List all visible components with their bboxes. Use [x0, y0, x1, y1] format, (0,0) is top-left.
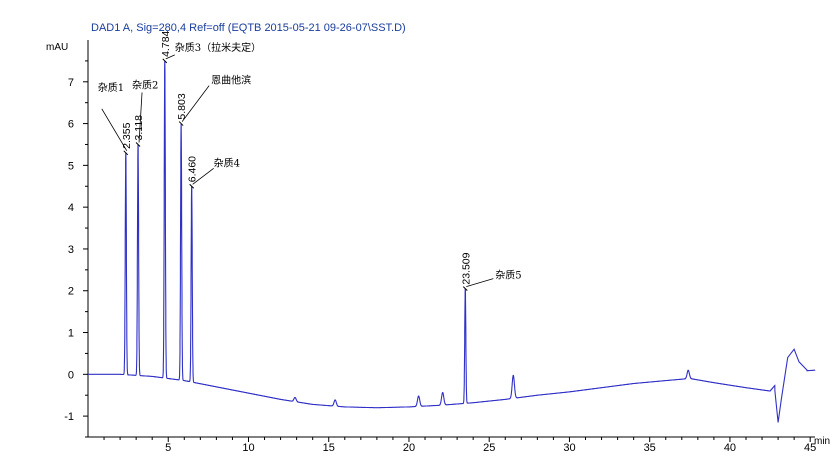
annotation-leader — [165, 54, 175, 60]
annotation-leader — [192, 167, 214, 185]
peak-annotation: 杂质4 — [214, 157, 240, 169]
y-tick-label: 2 — [68, 286, 74, 298]
retention-time-label: 5.803 — [176, 93, 188, 119]
peak-annotation: 恩曲他滨 — [211, 74, 251, 87]
axes — [87, 40, 815, 438]
x-tick-label: 5 — [165, 442, 171, 454]
retention-time-label: 2.355 — [121, 122, 133, 148]
signal-line — [88, 60, 816, 423]
y-tick-label: 0 — [68, 369, 74, 381]
y-tick-label: 7 — [68, 77, 74, 89]
y-axis-label: mAU — [46, 42, 68, 53]
peak-labels: 2.355 杂质1 3.118 杂质2 4.784 杂质3（拉米夫定） 5.803 恩曲他滨 6… — [98, 30, 522, 292]
y-tick-label: 1 — [68, 328, 74, 340]
y-tick-label: 6 — [68, 119, 74, 131]
peak-apex-mark — [178, 121, 184, 126]
signal-trace — [88, 60, 816, 423]
y-tick-label: 5 — [68, 160, 74, 172]
retention-time-label: 4.784 — [160, 30, 172, 56]
peak-annotation: 杂质3（拉米夫定） — [175, 41, 261, 54]
x-tick-label: 20 — [403, 442, 415, 454]
peak-apex-mark — [135, 142, 141, 147]
retention-time-label: 6.460 — [187, 156, 199, 182]
x-tick-label: 45 — [804, 442, 816, 454]
peak-apex-mark — [162, 58, 168, 64]
x-tick-label: 35 — [644, 442, 656, 454]
retention-time-label: 23.509 — [460, 252, 472, 284]
x-tick-label: 10 — [242, 442, 254, 454]
x-tick-label: 25 — [483, 442, 495, 454]
x-tick-label: 40 — [724, 442, 736, 454]
peak-apex-mark — [123, 150, 129, 156]
annotation-leader — [138, 92, 143, 143]
peak-annotation: 杂质5 — [495, 270, 521, 282]
annotation-leader — [101, 108, 128, 152]
peak-apex-mark — [462, 286, 468, 292]
peak-annotation: 杂质2 — [132, 79, 158, 91]
y-tick-label: -1 — [64, 411, 74, 423]
y-tick-label: 3 — [68, 244, 74, 256]
x-axis-label: min — [814, 436, 830, 447]
annotation-leader — [466, 278, 494, 288]
x-tick-label: 15 — [323, 442, 335, 454]
chart-title: DAD1 A, Sig=280,4 Ref=off (EQTB 2015-05-… — [91, 22, 406, 34]
peak-apex-mark — [189, 183, 195, 189]
x-tick-label: 30 — [563, 442, 575, 454]
y-tick-label: 4 — [68, 202, 74, 214]
peak-annotation: 杂质1 — [98, 82, 124, 94]
annotation-leader — [181, 85, 210, 122]
retention-time-label: 3.118 — [133, 115, 145, 141]
